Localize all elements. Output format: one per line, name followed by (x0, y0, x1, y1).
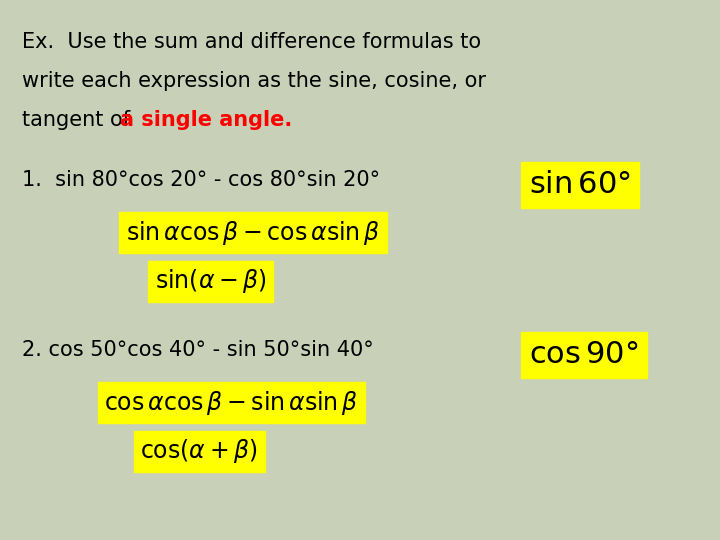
Text: Ex.  Use the sum and difference formulas to: Ex. Use the sum and difference formulas … (22, 32, 481, 52)
Text: $\cos(\alpha + \beta)$: $\cos(\alpha + \beta)$ (140, 437, 258, 465)
Text: 2. cos 50°cos 40° - sin 50°sin 40°: 2. cos 50°cos 40° - sin 50°sin 40° (22, 340, 374, 360)
Text: $\sin\alpha\cos\beta - \cos\alpha\sin\beta$: $\sin\alpha\cos\beta - \cos\alpha\sin\be… (126, 219, 380, 247)
Text: $\sin(\alpha - \beta)$: $\sin(\alpha - \beta)$ (155, 267, 266, 295)
Text: a single angle.: a single angle. (120, 110, 292, 130)
Text: tangent of: tangent of (22, 110, 136, 130)
Text: $\cos 90°$: $\cos 90°$ (529, 340, 639, 369)
Text: $\cos\alpha\cos\beta - \sin\alpha\sin\beta$: $\cos\alpha\cos\beta - \sin\alpha\sin\be… (104, 389, 359, 417)
Text: $\sin 60°$: $\sin 60°$ (529, 170, 631, 199)
Text: write each expression as the sine, cosine, or: write each expression as the sine, cosin… (22, 71, 485, 91)
Text: 1.  sin 80°cos 20° - cos 80°sin 20°: 1. sin 80°cos 20° - cos 80°sin 20° (22, 170, 379, 190)
